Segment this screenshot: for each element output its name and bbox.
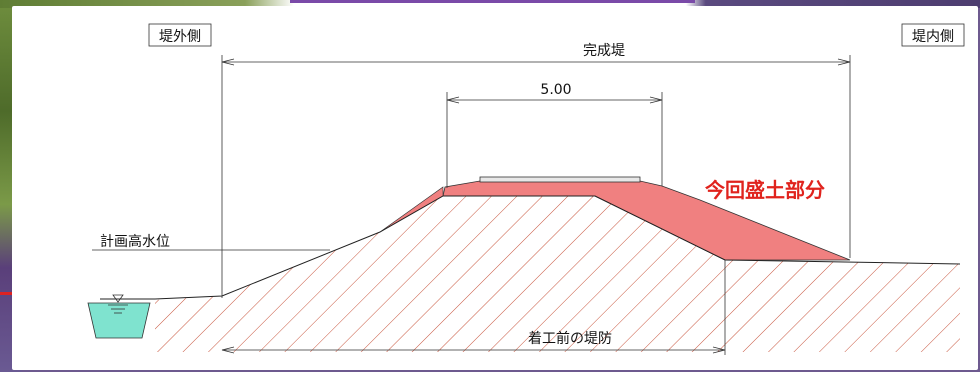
inner-side-label: 堤内側: [912, 29, 954, 45]
crown-width-label: 5.00: [540, 82, 571, 98]
inner-side-box: [901, 23, 965, 47]
background-strip-top: [0, 0, 980, 8]
water-level-icon: [108, 294, 128, 314]
crown-pavement: [479, 176, 641, 183]
completed-levee-label: 完成堤: [583, 43, 625, 59]
existing-levee-label: 着工前の堤防: [528, 330, 612, 347]
arrow-right: [837, 58, 851, 66]
ground-line-left: [100, 195, 961, 300]
outer-side-box: [148, 23, 212, 47]
river-water: [87, 302, 151, 339]
background-accent-bar: [290, 0, 695, 3]
existing-levee-hatch: [155, 196, 960, 352]
planned-high-water-label: 計画高水位: [100, 233, 170, 250]
arrow-crown-left: [446, 96, 460, 104]
arrow-left: [221, 58, 235, 66]
arrow-crown-right: [649, 96, 663, 104]
background-red-line: [0, 292, 22, 295]
outer-side-label: 堤外側: [159, 29, 201, 45]
arrow-existing-right: [712, 346, 726, 354]
fill-part-label: 今回盛土部分: [705, 178, 825, 202]
arrow-existing-left: [221, 346, 235, 354]
